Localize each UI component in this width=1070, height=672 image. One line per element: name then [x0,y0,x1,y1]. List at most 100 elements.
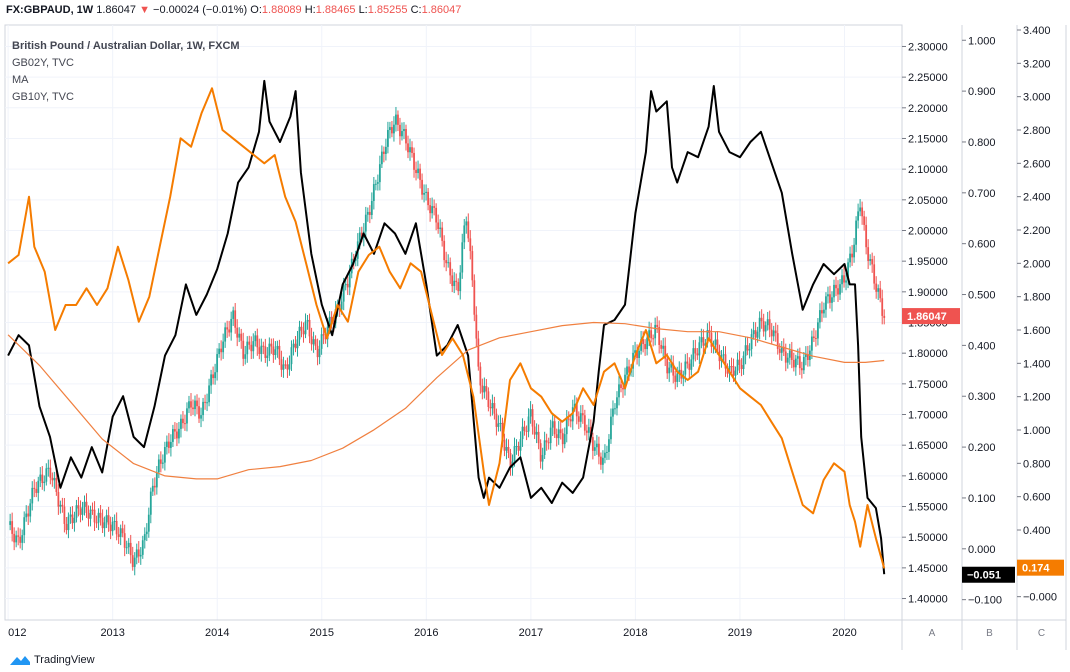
candle-body [129,542,132,556]
axis-letter-C: C [1038,628,1045,639]
candle-body [254,335,257,342]
candle-body [33,487,36,489]
candle-body [342,285,345,302]
candle-body [145,531,148,535]
candle-body [577,416,580,422]
candle-body [240,333,243,341]
candle-body [841,275,843,285]
candle-body [477,338,480,367]
candle-body [507,446,510,454]
candle-body [618,384,620,398]
tradingview-footer: TradingView [10,654,95,666]
y-tick-label-C: 3.000 [1023,92,1051,104]
candle-body [883,315,886,318]
candle-body [543,440,546,455]
candle-body [202,401,204,416]
candle-body [684,361,687,375]
candle-body [39,474,42,481]
high-label: H: [304,4,316,16]
y-tick-label-C: 0.600 [1023,492,1051,504]
candle-body [447,262,450,264]
candle-body [732,366,735,376]
candle-body [881,298,884,316]
candle-body [310,336,313,345]
candle-body [734,370,737,376]
candle-body [174,429,176,432]
candle-body [252,341,255,352]
candle-body [547,442,550,444]
x-tick-label: 2015 [310,627,334,639]
candle-body [348,273,351,288]
candle-body [210,374,212,386]
candle-body [439,227,442,229]
y-tick-label-C: 2.200 [1023,225,1051,237]
candle-body [736,359,739,371]
x-tick-label: 2018 [623,627,647,639]
candle-body [228,329,231,333]
candle-body [316,345,319,358]
candle-body [873,264,876,284]
y-tick-label-A: 1.70000 [908,410,948,422]
candle-body [63,506,66,524]
candle-body [537,431,540,444]
candle-body [53,477,56,481]
candle-body [437,222,440,229]
candle-body [587,427,590,433]
candle-body [463,225,466,243]
candle-body [91,509,94,511]
candle-body [294,343,297,349]
candle-body [344,283,347,286]
candle-body [851,253,853,258]
legend-main-series[interactable]: British Pound / Australian Dollar, 1W, F… [12,40,240,52]
candle-body [825,296,827,310]
legend-item-gb02y[interactable]: GB02Y, TVC [12,57,74,69]
candle-body [861,207,864,217]
candle-body [515,446,518,448]
candle-body [178,428,180,439]
candle-body [326,326,329,340]
y-tick-label-A: 1.60000 [908,471,948,483]
candle-body [688,363,691,370]
candle-body [322,334,325,336]
candle-body [644,344,647,350]
candle-body [194,400,196,410]
candle-body [823,309,825,314]
y-tick-label-A: 2.30000 [908,41,948,53]
candle-body [286,364,289,370]
y-tick-label-C: 3.200 [1023,58,1051,70]
candle-body [274,349,277,356]
candle-body [722,354,725,356]
candle-body [626,366,628,375]
candle-body [696,353,699,356]
candle-body [597,443,600,457]
candle-body [847,262,849,281]
y-tick-label-B: 0.000 [968,544,996,556]
legend-item-ma[interactable]: MA [12,74,29,86]
candle-body [417,168,419,174]
candle-body [79,508,82,515]
y-tick-label-A: 1.80000 [908,348,948,360]
candle-body [835,284,837,289]
candle-body [27,513,30,517]
candle-body [857,211,860,221]
candle-body [131,555,134,567]
close-label: C: [410,4,422,16]
candle-body [756,331,759,338]
candle-body [423,192,425,195]
candle-body [742,355,745,370]
candle-body [879,288,882,299]
chart-canvas[interactable]: 012 2013 2014 2015 2016 2017 2018 2019 2020 2.300… [0,20,1070,650]
candle-body [270,343,273,347]
candle-body [318,348,321,358]
candle-body [208,385,210,403]
y-tick-label-C: 2.800 [1023,125,1051,137]
candle-body [75,505,78,518]
candle-body [169,441,172,448]
legend-item-gb10y[interactable]: GB10Y, TVC [12,91,74,103]
candle-body [308,319,311,337]
candle-body [555,434,558,439]
candle-body [491,403,494,409]
candle-body [583,415,586,431]
candle-body [276,345,279,350]
y-tick-label-A: 2.20000 [908,103,948,115]
